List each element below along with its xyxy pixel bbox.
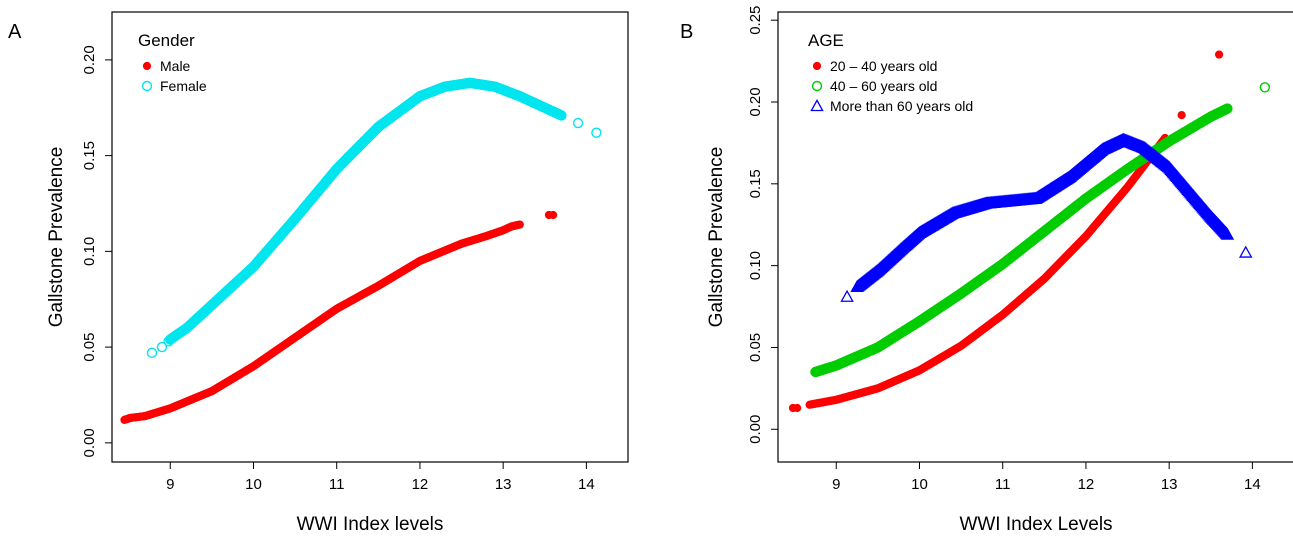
y-axis-label: Gallstone Prevalence <box>706 147 727 328</box>
legend-marker <box>141 80 153 92</box>
chart-panel-b: B 9 10 11 12 13 14 0.00 0.05 0.10 0.15 0.20 0.25 WWI … <box>680 6 1293 535</box>
legend-marker <box>812 61 822 71</box>
data-point <box>840 289 854 302</box>
series-more-than-60-years-old <box>840 132 1253 302</box>
y-tick-label: 0.15 <box>747 169 764 198</box>
data-point <box>572 117 584 129</box>
legend-title: AGE <box>808 31 844 50</box>
legend-marker <box>811 80 823 92</box>
panel-label: A <box>8 21 22 43</box>
data-point <box>1177 110 1186 120</box>
data-point <box>515 220 524 229</box>
data-point <box>1259 82 1271 93</box>
x-axis-label: WWI Index levels <box>297 514 444 535</box>
legend: Gender Male Female <box>138 31 207 94</box>
x-tick-label: 10 <box>911 476 928 493</box>
series-female <box>146 77 602 359</box>
legend-marker <box>810 99 824 112</box>
series-20-40-years-old <box>788 50 1224 413</box>
series-male <box>120 210 558 424</box>
legend-entry-label: 20 – 40 years old <box>830 58 937 74</box>
panel-label: B <box>680 21 693 43</box>
y-tick-label: 0.15 <box>81 141 98 170</box>
data-point <box>156 341 168 353</box>
y-axis-label: Gallstone Prevalence <box>46 147 67 328</box>
y-tick-label: 0.25 <box>747 6 764 35</box>
data-point <box>591 127 602 138</box>
y-tick-label: 0.00 <box>747 415 764 444</box>
x-tick-label: 12 <box>1078 476 1095 493</box>
legend-title: Gender <box>138 31 195 50</box>
y-tick-label: 0.05 <box>81 333 98 362</box>
data-point <box>1222 103 1233 114</box>
plot-frame <box>777 11 1293 463</box>
data-point <box>163 336 174 347</box>
data-point <box>556 110 567 121</box>
plot-frame <box>111 11 629 463</box>
series-40-60-years-old <box>810 82 1271 378</box>
data-point <box>1238 245 1253 258</box>
legend-entry-label: Female <box>160 78 207 94</box>
x-tick-label: 14 <box>578 476 595 493</box>
legend: AGE 20 – 40 years old 40 – 60 years old Mor… <box>808 31 973 114</box>
data-point <box>793 403 802 413</box>
y-tick-label: 0.05 <box>747 333 764 362</box>
x-tick-label: 14 <box>1244 476 1261 493</box>
data-point <box>548 210 558 220</box>
y-tick-label: 0.10 <box>747 251 764 280</box>
data-point <box>1214 50 1224 59</box>
x-axis-label: WWI Index Levels <box>959 514 1112 535</box>
x-tick-label: 13 <box>495 476 512 493</box>
x-tick-label: 12 <box>412 476 429 493</box>
x-tick-label: 11 <box>329 476 345 493</box>
y-tick-label: 0.10 <box>81 237 98 266</box>
legend-entry-label: Male <box>160 58 191 74</box>
x-tick-label: 9 <box>832 476 840 493</box>
x-tick-label: 10 <box>245 476 262 493</box>
data-point <box>1220 227 1235 240</box>
y-tick-label: 0.00 <box>81 428 98 457</box>
x-tick-label: 11 <box>995 476 1011 493</box>
y-tick-label: 0.20 <box>81 45 98 74</box>
data-point <box>146 347 158 359</box>
legend-entry-label: More than 60 years old <box>830 98 973 114</box>
x-tick-label: 9 <box>166 476 174 493</box>
legend-marker <box>142 61 152 71</box>
y-tick-label: 0.20 <box>747 87 764 116</box>
legend-entry-label: 40 – 60 years old <box>830 78 937 94</box>
x-tick-label: 13 <box>1161 476 1178 493</box>
chart-panel-a: A 9 10 11 12 13 14 0.00 0.05 0.10 0.15 0.20 WWI Inde… <box>8 11 629 535</box>
